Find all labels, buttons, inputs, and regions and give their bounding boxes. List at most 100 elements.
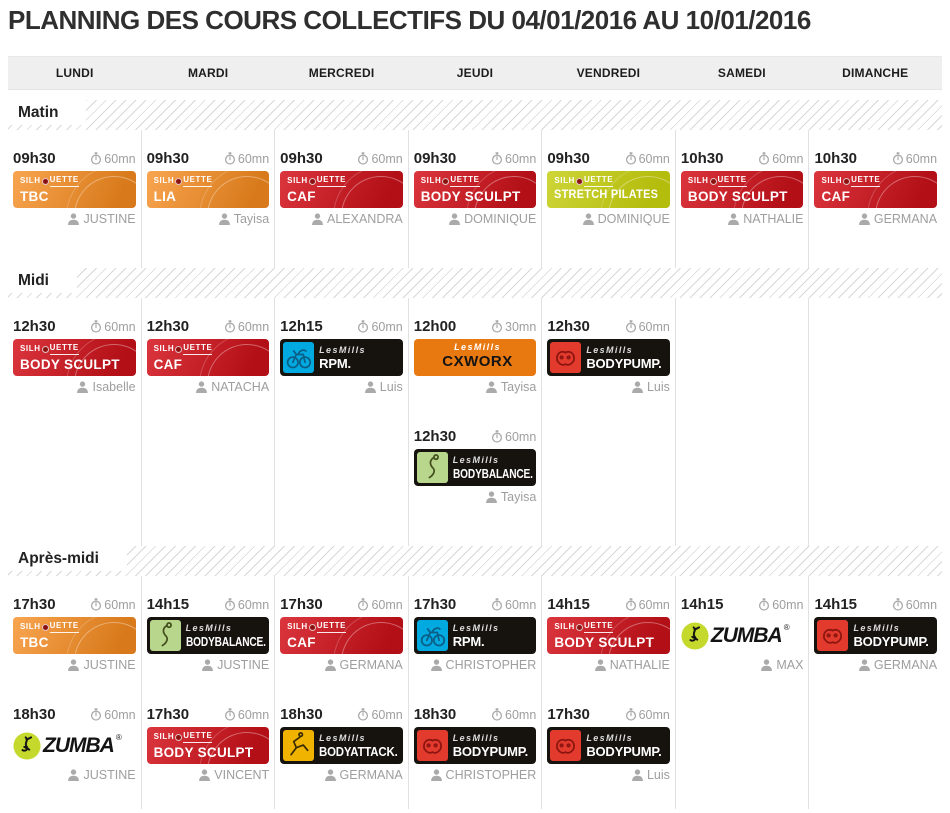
duration-text: 60mn — [104, 151, 136, 166]
duration-text: 60mn — [638, 319, 670, 334]
empty-slot — [809, 408, 942, 518]
registered-mark: ® — [115, 733, 122, 742]
duration-text: 60mn — [237, 597, 270, 612]
empty-slot — [542, 408, 675, 518]
silhouette-logo: SILH UETTE — [687, 175, 747, 187]
class-card[interactable]: 12h30 60mn SILH UETTE BODY SCULPT Isabelle — [13, 318, 136, 394]
class-card[interactable]: 18h30 60mn ZUMBA ® JUSTINE — [13, 706, 136, 782]
class-time: 12h30 — [547, 318, 590, 335]
duration-text: 60mn — [505, 707, 537, 722]
card-header: 17h30 60mn — [414, 596, 537, 613]
silhouette-logo: SILH UETTE — [20, 175, 79, 187]
class-card[interactable]: 17h30 60mn LesMills RPM. CHRISTOPHER — [413, 596, 537, 672]
card-header: 14h15 60mn — [547, 596, 670, 613]
class-teacher: GERMANA — [814, 658, 937, 672]
class-card[interactable]: 17h30 60mn SILH UETTE TBC JUSTINE — [13, 596, 136, 672]
class-badge: SILH UETTE BODY SCULPT — [414, 171, 537, 208]
card-header: 17h30 60mn — [280, 596, 403, 613]
class-card[interactable]: 12h30 60mn LesMills BODYPUMP. Luis — [547, 318, 670, 394]
class-badge: LesMills RPM. — [413, 617, 537, 654]
badge-text: LesMills BODYPUMP. — [581, 733, 661, 759]
class-card[interactable]: 12h15 60mn LesMills RPM. Luis — [280, 318, 403, 394]
teacher-name: Isabelle — [92, 380, 136, 394]
class-time: 17h30 — [280, 596, 323, 613]
class-time: 17h30 — [413, 596, 457, 613]
class-duration: 60mn — [224, 320, 269, 334]
class-card[interactable]: 10h30 60mn SILH UETTE CAF GERMANA — [814, 150, 938, 226]
class-time: 14h15 — [547, 596, 590, 613]
class-card[interactable]: 14h15 60mn ZUMBA ® MAX — [680, 596, 804, 672]
class-duration: 60mn — [90, 598, 136, 612]
class-duration: 60mn — [90, 708, 136, 722]
stopwatch-icon — [491, 708, 503, 721]
class-card[interactable]: 12h30 60mn LesMills BODYBALANCE. Tayisa — [413, 428, 537, 504]
silhouette-logo-suffix: UETTE — [183, 175, 213, 187]
balance-icon — [416, 452, 448, 483]
card-header: 09h30 60mn — [147, 150, 270, 167]
zumba-dancer-icon — [681, 621, 709, 650]
duration-text: 60mn — [237, 319, 270, 334]
class-time: 09h30 — [146, 150, 190, 167]
class-time: 17h30 — [547, 706, 590, 723]
class-slot: 09h30 60mn SILH UETTE TBC JUSTINE — [8, 130, 141, 240]
silhouette-o-icon — [843, 177, 851, 185]
class-card[interactable]: 09h30 60mn SILH UETTE CAF ALEXANDRA — [280, 150, 403, 226]
class-teacher: ALEXANDRA — [280, 212, 403, 226]
day-header-cell: DIMANCHE — [842, 66, 909, 80]
class-card[interactable]: 10h30 60mn SILH UETTE BODY SCULPT NATHALIE — [681, 150, 804, 226]
stopwatch-icon — [625, 152, 636, 165]
stopwatch-icon — [358, 708, 369, 721]
stopwatch-icon — [224, 152, 235, 165]
class-slot: 17h30 60mn SILH UETTE BODY SCULPT VINCENT — [142, 686, 275, 796]
person-icon — [68, 659, 80, 671]
class-card[interactable]: 09h30 60mn SILH UETTE BODY SCULPT DOMINIQU… — [414, 150, 537, 226]
card-header: 10h30 60mn — [681, 150, 804, 167]
class-card[interactable]: 12h00 30mn LesMills CXWORX Tayisa — [413, 318, 537, 394]
class-badge: LesMills BODYPUMP. — [547, 339, 670, 376]
section-band: Matin — [8, 100, 942, 130]
class-card[interactable]: 14h15 60mn LesMills BODYPUMP. GERMANA — [814, 596, 938, 672]
class-card[interactable]: 14h15 60mn LesMills BODYBALANCE. JUSTINE — [146, 596, 270, 672]
class-slot: 14h15 60mn LesMills BODYPUMP. GERMANA — [809, 576, 942, 686]
duration-text: 60mn — [638, 151, 670, 166]
class-card[interactable]: 17h30 60mn SILH UETTE CAF GERMANA — [280, 596, 403, 672]
day-column: 14h15 60mn LesMills BODYPUMP. GERMANA — [808, 576, 942, 809]
class-card[interactable]: 09h30 60mn SILH UETTE LIA Tayisa — [147, 150, 270, 226]
silhouette-logo-suffix: UETTE — [316, 175, 347, 187]
class-name: BODYATTACK. — [319, 743, 398, 759]
zumba-dancer-icon — [13, 731, 41, 760]
class-time: 10h30 — [814, 150, 858, 167]
class-card[interactable]: 17h30 60mn LesMills BODYPUMP. Luis — [547, 706, 670, 782]
person-icon — [202, 659, 213, 671]
teacher-name: Tayisa — [500, 380, 537, 394]
class-slot: 12h30 60mn LesMills BODYBALANCE. Tayisa — [409, 408, 542, 518]
class-badge: LesMills BODYPUMP. — [814, 617, 938, 654]
class-slot: 14h15 60mn SILH UETTE BODY SCULPT NATHALIE — [542, 576, 675, 686]
class-slot: 18h30 60mn ZUMBA ® JUSTINE — [8, 686, 141, 796]
class-duration: 60mn — [224, 152, 269, 166]
person-icon — [632, 381, 643, 393]
class-card[interactable]: 18h30 60mn LesMills BODYATTACK. GERMANA — [280, 706, 403, 782]
class-teacher: GERMANA — [280, 768, 403, 782]
silhouette-logo: SILH UETTE — [554, 621, 614, 633]
class-card[interactable]: 09h30 60mn SILH UETTE TBC JUSTINE — [13, 150, 136, 226]
class-badge: LesMills BODYBALANCE. — [413, 449, 537, 486]
person-icon — [761, 659, 773, 671]
stopwatch-icon — [91, 708, 102, 721]
class-card[interactable]: 14h15 60mn SILH UETTE BODY SCULPT NATHALIE — [547, 596, 670, 672]
class-badge: ZUMBA ® — [680, 617, 804, 654]
class-teacher: NATACHA — [147, 380, 269, 394]
class-card[interactable]: 18h30 60mn LesMills BODYPUMP. CHRISTOPHER — [413, 706, 537, 782]
silhouette-o-icon — [41, 177, 49, 185]
empty-slot — [676, 408, 809, 518]
attack-icon — [283, 730, 315, 761]
class-slot: 12h15 60mn LesMills RPM. Luis — [275, 298, 408, 408]
class-duration: 60mn — [357, 320, 403, 334]
class-card[interactable]: 09h30 60mn SILH UETTE STRETCH PILATES DOMI… — [547, 150, 670, 226]
class-time: 18h30 — [413, 706, 457, 723]
class-name: BODY SCULPT — [554, 635, 655, 650]
class-card[interactable]: 17h30 60mn SILH UETTE BODY SCULPT VINCENT — [147, 706, 270, 782]
day-column — [674, 298, 809, 546]
silhouette-logo-suffix: UETTE — [316, 621, 347, 633]
class-card[interactable]: 12h30 60mn SILH UETTE CAF NATACHA — [147, 318, 270, 394]
